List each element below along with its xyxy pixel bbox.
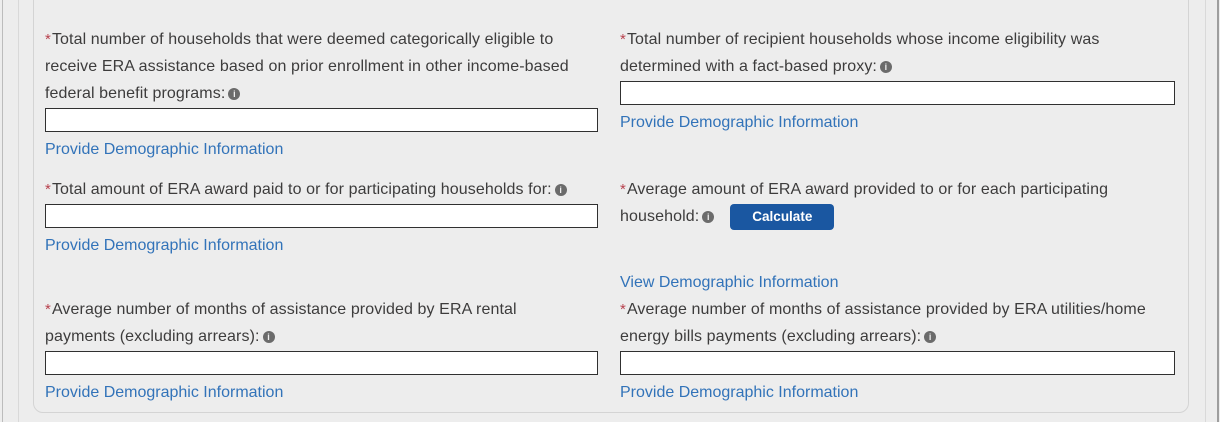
info-icon[interactable]: i	[924, 331, 937, 343]
field-categorically-eligible-households: *Total number of households that were de…	[45, 26, 598, 159]
field-total-era-award-paid: *Total amount of ERA award paid to or fo…	[45, 176, 598, 292]
form-row-2: *Total amount of ERA award paid to or fo…	[45, 176, 1175, 292]
provide-demographic-information-link[interactable]: Provide Demographic Information	[620, 384, 859, 401]
field-label: *Total number of recipient households wh…	[620, 31, 1100, 75]
required-asterisk: *	[45, 31, 51, 48]
form-row-3: *Average number of months of assistance …	[45, 296, 1175, 402]
avg-months-rental-payments-input[interactable]	[45, 351, 598, 375]
provide-demographic-information-link[interactable]: Provide Demographic Information	[45, 384, 284, 401]
inner-panel-left-edge	[18, 0, 19, 422]
field-label: *Average number of months of assistance …	[45, 301, 517, 345]
provide-demographic-information-link[interactable]: Provide Demographic Information	[620, 114, 859, 131]
info-icon[interactable]: i	[702, 211, 715, 223]
field-avg-months-rental-payments: *Average number of months of assistance …	[45, 296, 598, 402]
field-label: *Average number of months of assistance …	[620, 301, 1146, 345]
field-label: *Average amount of ERA award provided to…	[620, 176, 1175, 230]
inner-panel-right-edge	[1205, 0, 1206, 422]
required-asterisk: *	[45, 301, 51, 318]
info-icon[interactable]: i	[262, 331, 275, 343]
categorically-eligible-households-input[interactable]	[45, 108, 598, 132]
info-icon[interactable]: i	[879, 61, 892, 73]
field-fact-based-proxy-households: *Total number of recipient households wh…	[620, 26, 1175, 159]
form-row-1: *Total number of households that were de…	[45, 26, 1175, 159]
required-asterisk: *	[620, 301, 626, 318]
provide-demographic-information-link[interactable]: Provide Demographic Information	[45, 237, 284, 254]
info-icon[interactable]: i	[554, 184, 567, 196]
total-era-award-paid-input[interactable]	[45, 204, 598, 228]
calculate-button[interactable]: Calculate	[730, 203, 835, 230]
field-label: *Total number of households that were de…	[45, 31, 569, 102]
outer-panel-left-edge	[2, 0, 3, 422]
field-avg-months-utilities-payments: *Average number of months of assistance …	[620, 296, 1175, 402]
field-label: *Total amount of ERA award paid to or fo…	[45, 176, 598, 203]
avg-months-utilities-payments-input[interactable]	[620, 351, 1175, 375]
required-asterisk: *	[45, 181, 51, 198]
provide-demographic-information-link[interactable]: Provide Demographic Information	[45, 141, 284, 158]
outer-panel-right-edge	[1217, 0, 1219, 422]
field-average-era-award: *Average amount of ERA award provided to…	[620, 176, 1175, 292]
fact-based-proxy-households-input[interactable]	[620, 81, 1175, 105]
required-asterisk: *	[620, 181, 626, 198]
info-icon[interactable]: i	[228, 88, 241, 100]
required-asterisk: *	[620, 31, 626, 48]
view-demographic-information-link[interactable]: View Demographic Information	[620, 274, 839, 291]
